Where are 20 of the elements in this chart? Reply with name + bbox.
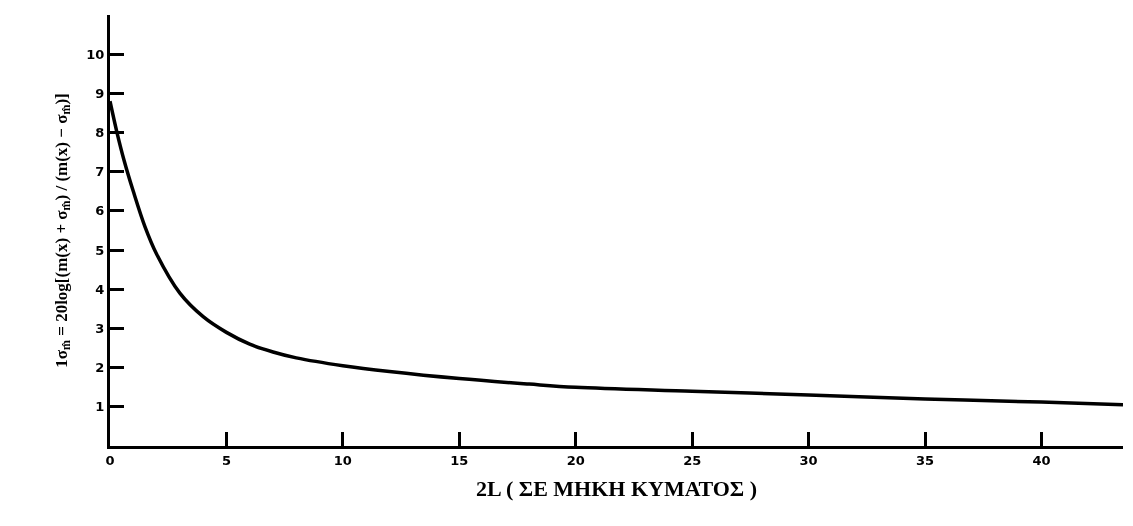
y-tick-label: 3: [95, 321, 105, 336]
x-tick-label: 40: [1032, 452, 1051, 468]
x-tick-label: 25: [683, 452, 702, 468]
y-tick-label: 10: [86, 46, 105, 62]
x-tick-label: 15: [450, 452, 469, 468]
y-tick-label: 9: [95, 85, 105, 101]
y-tick-label: 4: [95, 281, 105, 297]
y-tick-label: 6: [95, 203, 105, 219]
y-tick-label: 1: [95, 399, 105, 415]
x-tick-label: 0: [105, 452, 115, 468]
x-tick-label: 10: [333, 452, 352, 468]
x-tick-label: 20: [566, 452, 585, 468]
x-axis-title: 2L ( ΣΕ ΜΗΚΗ ΚΥΜΑΤΟΣ ): [475, 476, 758, 502]
y-tick-label: 5: [95, 242, 105, 258]
y-tick-label: 2: [95, 360, 105, 376]
x-tick-label: 35: [916, 452, 935, 468]
y-tick-label: 8: [95, 125, 105, 141]
y-tick-label: 7: [95, 164, 105, 180]
x-tick-label: 30: [799, 452, 818, 468]
x-tick-label: 5: [221, 452, 231, 468]
